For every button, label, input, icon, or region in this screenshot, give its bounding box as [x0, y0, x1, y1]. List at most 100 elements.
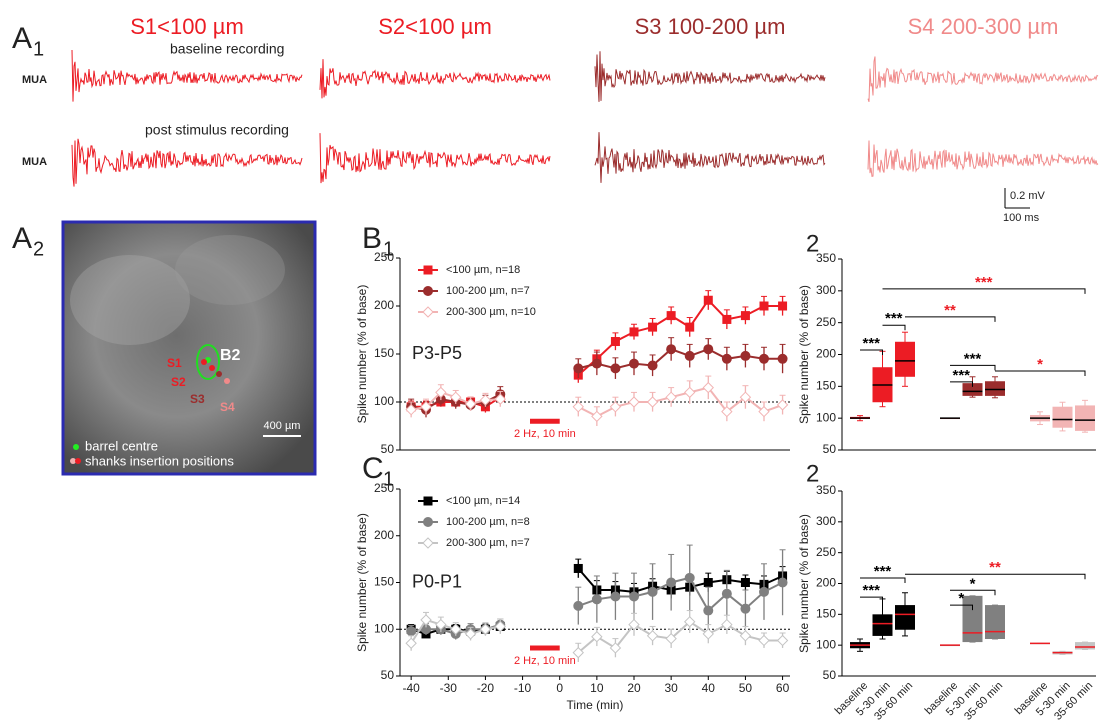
significance-bracket	[905, 316, 996, 322]
legend-label: 200-300 µm, n=10	[446, 306, 536, 318]
marker	[647, 586, 658, 597]
x-tick-label: -40	[402, 681, 420, 695]
box	[985, 605, 1005, 639]
y-tick-label: 200	[374, 298, 394, 312]
significance-label: ***	[952, 367, 970, 384]
mua-trace	[71, 49, 303, 102]
marker	[406, 626, 417, 637]
y-tick-label: 250	[816, 545, 836, 559]
marker	[494, 393, 506, 405]
y-tick-label: 100	[374, 621, 394, 635]
image-legend: shanks insertion positions	[85, 453, 234, 468]
legend-marker	[423, 517, 433, 527]
trace-title: S1<100 µm	[130, 14, 244, 39]
marker	[703, 605, 714, 616]
legend-marker	[423, 286, 433, 296]
marker	[610, 337, 620, 347]
x-axis-title: Time (min)	[567, 698, 624, 712]
marker	[646, 630, 659, 642]
marker	[703, 344, 714, 355]
panel-sub: 1	[383, 468, 394, 490]
marker	[591, 631, 603, 643]
marker	[684, 572, 695, 583]
trace-title: S3 100-200 µm	[635, 14, 786, 39]
marker	[740, 350, 751, 361]
legend-marker	[423, 496, 433, 506]
significance-bracket	[905, 573, 1086, 580]
legend-label: <100 µm, n=14	[446, 495, 520, 507]
trace-row-label: post stimulus recording	[145, 122, 289, 138]
box	[872, 614, 893, 636]
significance-label: **	[989, 559, 1001, 576]
legend-marker	[422, 306, 434, 318]
significance-bracket	[860, 577, 906, 583]
significance-label: *	[1037, 356, 1043, 373]
shank	[201, 359, 207, 365]
age-label: P0-P1	[412, 571, 462, 591]
marker	[777, 577, 788, 588]
image-scale-label: 400 µm	[264, 420, 301, 432]
panel-sub: 1	[383, 238, 394, 260]
y-tick-label: 150	[816, 607, 836, 621]
x-tick-label: 20	[627, 681, 641, 695]
x-tick-label: 30	[664, 681, 678, 695]
x-tick-label: 10	[590, 681, 604, 695]
significance-bracket	[860, 596, 883, 603]
barrel-outline	[196, 344, 220, 380]
y-axis-title: Spike number (% of base)	[797, 285, 811, 424]
marker	[450, 391, 462, 403]
image-legend: barrel centre	[85, 438, 158, 453]
panel-sub: 2	[33, 238, 44, 260]
significance-bracket	[882, 324, 906, 331]
significance-bracket	[995, 370, 1086, 377]
mua-trace	[319, 133, 551, 184]
marker	[435, 386, 447, 399]
microscope-image	[61, 220, 317, 476]
marker	[777, 353, 788, 364]
significance-label: ***	[874, 563, 892, 580]
x-tick-label: -10	[514, 681, 532, 695]
age-label: P3-P5	[412, 343, 462, 363]
stimulus-label: 2 Hz, 10 min	[514, 428, 576, 440]
legend-label: <100 µm, n=18	[446, 264, 520, 276]
marker	[684, 350, 695, 361]
y-axis-title: Spike number (% of base)	[355, 513, 369, 652]
marker	[572, 646, 584, 659]
legend-label: 100-200 µm, n=7	[446, 285, 530, 297]
significance-label: ***	[885, 310, 903, 327]
significance-bracket	[950, 589, 996, 596]
significance-bracket	[950, 604, 973, 611]
marker	[610, 363, 621, 374]
marker	[591, 410, 603, 423]
mua-trace	[319, 59, 551, 99]
significance-label: ***	[964, 350, 982, 367]
marker	[778, 301, 788, 311]
shank-label: S1	[167, 356, 182, 370]
marker	[629, 358, 639, 369]
scale-label: 0.2 mV	[1010, 190, 1046, 202]
marker	[494, 620, 506, 633]
marker	[776, 634, 789, 647]
marker	[739, 630, 752, 642]
marker	[628, 396, 640, 408]
scale-label: 100 ms	[1003, 212, 1040, 224]
y-tick-label: 50	[381, 442, 395, 456]
legend-dot	[75, 458, 81, 464]
y-tick-label: 300	[816, 514, 836, 528]
marker	[464, 628, 477, 640]
marker	[702, 628, 714, 640]
legend-dot	[70, 458, 76, 464]
y-tick-label: 200	[374, 528, 394, 542]
barrel-label: B2	[220, 347, 241, 364]
significance-label: *	[970, 575, 976, 592]
marker	[665, 632, 677, 645]
y-tick-label: 250	[374, 250, 394, 264]
marker	[646, 396, 659, 408]
marker	[776, 399, 789, 411]
x-tick-label: 0	[556, 681, 563, 695]
panel-letter: A	[12, 22, 32, 55]
significance-label: ***	[975, 274, 993, 291]
marker	[702, 381, 714, 394]
marker	[479, 623, 492, 635]
panel-letter: A	[12, 222, 32, 255]
